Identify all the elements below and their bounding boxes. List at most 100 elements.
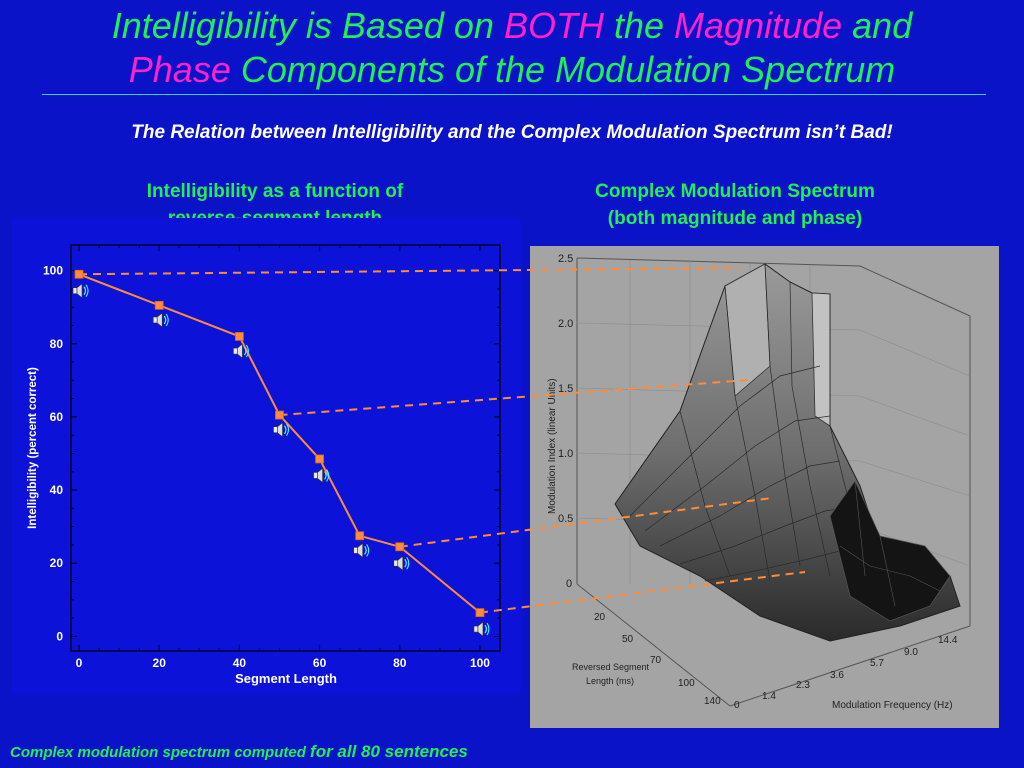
speaker-icon bbox=[473, 621, 490, 637]
speaker-icon-wave bbox=[85, 284, 89, 297]
dashed-connectors bbox=[79, 267, 806, 614]
dashed-connector bbox=[279, 379, 749, 417]
surface-x-ticks: 0 1.4 2.3 3.6 5.7 9.0 14.4 bbox=[734, 635, 958, 711]
speaker-icon bbox=[393, 555, 410, 571]
modulation-spectrum-surface-plot: 2.5 2.0 1.5 1.0 0.5 0 Modulation Index (… bbox=[530, 246, 999, 728]
speaker-icon bbox=[273, 422, 289, 438]
speaker-icon-wave bbox=[165, 313, 169, 327]
speaker-icon-wave bbox=[83, 286, 87, 296]
speaker-icon-cone bbox=[317, 467, 323, 484]
data-point bbox=[234, 332, 244, 341]
data-point bbox=[395, 542, 405, 552]
speaker-icon-body bbox=[72, 287, 78, 295]
y-tick: 100 bbox=[678, 678, 695, 689]
z-tick: 0 bbox=[566, 578, 572, 590]
speaker-icon-wave bbox=[245, 344, 249, 358]
data-point bbox=[475, 608, 485, 617]
x-tick: 3.6 bbox=[830, 670, 844, 681]
speaker-icon-cone bbox=[277, 422, 283, 438]
series-markers bbox=[74, 269, 485, 617]
speaker-icon bbox=[313, 467, 330, 484]
x-axis-label: Segment Length bbox=[235, 671, 337, 686]
surface-y-ticks: 140 100 70 50 20 bbox=[594, 612, 721, 707]
title-divider bbox=[42, 94, 986, 95]
data-point bbox=[275, 410, 284, 420]
speaker-icon-body bbox=[273, 426, 278, 434]
speaker-icon-body bbox=[473, 625, 479, 633]
speaker-icon bbox=[72, 283, 89, 299]
x-tick: 1.4 bbox=[762, 691, 776, 702]
speaker-icon-wave bbox=[326, 469, 330, 482]
speaker-icons bbox=[72, 283, 490, 637]
y-tick-label: 80 bbox=[50, 337, 64, 351]
speaker-icon-body bbox=[393, 559, 399, 567]
y-tick-label: 20 bbox=[50, 556, 64, 570]
surface-z-ticks: 2.5 2.0 1.5 1.0 0.5 0 bbox=[558, 253, 573, 590]
speaker-icon-wave bbox=[286, 423, 289, 436]
z-tick: 1.0 bbox=[558, 448, 573, 460]
y-axis-label: Intelligibility (percent correct) bbox=[27, 367, 39, 529]
y-tick: 50 bbox=[622, 634, 634, 645]
x-tick: 14.4 bbox=[938, 635, 958, 646]
speaker-icon bbox=[233, 343, 249, 359]
data-point bbox=[355, 531, 365, 541]
speaker-icon-body bbox=[233, 347, 238, 355]
surface-axes-frame bbox=[576, 257, 971, 707]
right-caption-line-1: Complex Modulation Spectrum bbox=[595, 181, 875, 202]
speaker-icon-wave bbox=[486, 622, 490, 636]
y-tick: 70 bbox=[650, 655, 662, 666]
x-tick: 0 bbox=[734, 700, 740, 711]
data-point bbox=[154, 300, 164, 310]
speaker-icon-cone bbox=[477, 621, 484, 637]
x-tick-label: 100 bbox=[470, 656, 490, 670]
speaker-icon-wave bbox=[243, 346, 247, 356]
plot-frame bbox=[70, 244, 501, 652]
data-point bbox=[315, 454, 324, 464]
speaker-icon-body bbox=[353, 547, 358, 554]
z-tick: 2.0 bbox=[558, 318, 573, 330]
speaker-icon-wave bbox=[484, 624, 488, 634]
footer-note: Complex modulation spectrum computed for… bbox=[10, 742, 468, 762]
x-tick-label: 20 bbox=[153, 656, 167, 670]
y-tick-label: 0 bbox=[56, 629, 63, 643]
x-tick: 5.7 bbox=[870, 658, 884, 669]
dashed-connector bbox=[399, 497, 773, 548]
speaker-icon-cone bbox=[156, 312, 163, 328]
footer-part-1: Complex modulation spectrum computed bbox=[10, 744, 311, 761]
x-tick-label: 60 bbox=[313, 656, 327, 670]
footer-part-2: for all 80 sentences bbox=[310, 742, 468, 761]
slide-title: Intelligibility is Based on BOTH the Mag… bbox=[0, 4, 1024, 92]
y-tick: 20 bbox=[594, 612, 606, 623]
y-tick: 140 bbox=[704, 696, 721, 707]
speaker-icon-cone bbox=[76, 283, 83, 299]
y-tick-label: 60 bbox=[50, 410, 64, 424]
x-tick-label: 40 bbox=[233, 656, 247, 670]
dashed-connector bbox=[79, 267, 741, 276]
z-tick: 1.5 bbox=[558, 383, 573, 395]
intelligibility-chart-panel bbox=[12, 218, 522, 694]
surface-y-label-2: Length (ms) bbox=[586, 676, 634, 686]
right-caption-line-2: (both magnitude and phase) bbox=[607, 208, 863, 229]
speaker-icon-cone bbox=[237, 343, 243, 359]
speaker-icon-wave bbox=[406, 556, 410, 570]
speaker-icon-wave bbox=[364, 546, 367, 555]
x-tick: 9.0 bbox=[904, 647, 918, 658]
surface-z-label: Modulation Index (linear Units) bbox=[547, 378, 558, 514]
speaker-icon-wave bbox=[366, 544, 370, 557]
y-tick-label: 40 bbox=[50, 483, 64, 497]
data-point bbox=[74, 269, 84, 279]
speaker-icon bbox=[152, 312, 169, 328]
series-line bbox=[78, 273, 481, 614]
speaker-icon-cone bbox=[397, 555, 404, 571]
speaker-icon-body bbox=[313, 472, 318, 479]
z-tick: 0.5 bbox=[558, 513, 573, 525]
title-line-2: Phase Components of the Modulation Spect… bbox=[128, 49, 896, 90]
speaker-icon-wave bbox=[324, 471, 327, 480]
surface-plot-svg: 2.5 2.0 1.5 1.0 0.5 0 Modulation Index (… bbox=[547, 253, 971, 711]
speaker-icon bbox=[353, 542, 370, 559]
surface-mesh bbox=[614, 263, 961, 642]
speaker-icon-body bbox=[152, 316, 158, 324]
z-tick: 2.5 bbox=[558, 253, 573, 265]
left-caption-line-1: Intelligibility as a function of bbox=[146, 181, 404, 202]
